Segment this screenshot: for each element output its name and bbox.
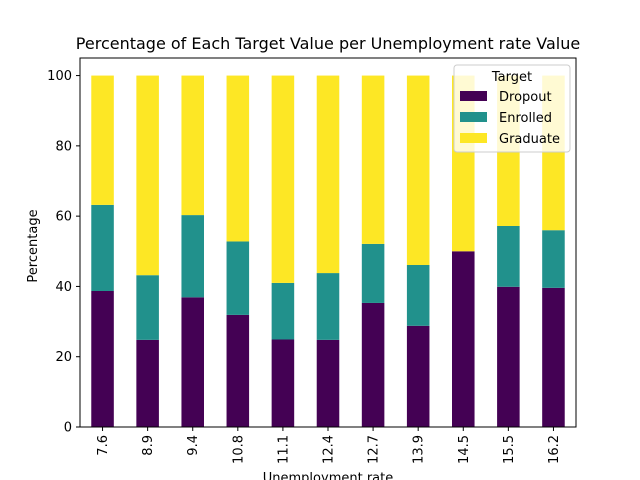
bar-dropout-13_9 [406,325,430,427]
bar-dropout-8_9 [136,339,159,427]
bar-enrolled-12_4 [316,273,340,340]
legend: Target Dropout Enrolled Graduate [453,64,571,153]
bar-enrolled-7_6 [91,204,114,291]
bar-graduate-12_4 [316,75,340,274]
x-tick-label: 11.1 [276,435,291,464]
bar-graduate-11_1 [271,75,295,283]
x-axis-label: Unemployment rate [263,471,393,480]
y-tick-label: 0 [64,421,72,436]
x-tick-label: 9.4 [186,435,201,456]
bar-enrolled-11_1 [271,282,295,340]
bar-dropout-14_5 [452,251,475,427]
bar-dropout-9_4 [181,297,204,427]
chart-title: Percentage of Each Target Value per Unem… [76,34,580,53]
bar-dropout-16_2 [542,287,565,427]
legend-label-graduate: Graduate [499,132,560,147]
bar-graduate-12_7 [361,75,385,244]
bar-enrolled-15_5 [497,225,520,287]
legend-box [453,64,571,153]
y-tick-label: 100 [47,69,72,84]
bar-dropout-12_7 [361,302,385,427]
x-tick-label: 12.4 [322,435,337,464]
x-tick-label: 13.9 [412,435,427,464]
x-tick-label: 8.9 [141,435,156,456]
bar-enrolled-8_9 [136,275,159,340]
bar-graduate-7_6 [91,75,114,205]
bar-dropout-7_6 [91,290,114,427]
bar-dropout-10_8 [226,314,250,427]
bar-graduate-13_9 [406,75,430,265]
bar-graduate-10_8 [226,75,250,242]
axes-group: 0 20 40 60 80 100 7.6 8.9 9.4 10.8 11.1 12.4 12.7 13.… [47,57,577,464]
bar-enrolled-10_8 [226,241,250,315]
x-tick-label: 12.7 [367,435,382,464]
legend-swatch-graduate [460,133,487,143]
x-tick-label: 15.5 [502,435,517,464]
bar-graduate-8_9 [136,75,159,276]
x-tick-label: 16.2 [547,435,562,464]
legend-swatch-enrolled [460,112,487,122]
y-tick-label: 20 [55,350,72,365]
bar-enrolled-9_4 [181,215,204,298]
x-tick-label: 10.8 [231,435,246,464]
y-axis-label: Percentage [26,209,41,282]
y-tick-label: 40 [55,280,72,295]
bar-dropout-15_5 [497,286,520,427]
bar-graduate-9_4 [181,75,204,216]
y-tick-label: 60 [55,210,72,225]
legend-title: Target [491,70,532,85]
legend-label-dropout: Dropout [499,90,552,105]
x-tick-label: 7.6 [96,435,111,456]
y-tick-label: 80 [55,139,72,154]
bar-enrolled-13_9 [406,264,430,326]
bar-enrolled-16_2 [542,230,565,288]
legend-swatch-dropout [460,91,487,101]
bar-dropout-12_4 [316,339,340,427]
bar-dropout-11_1 [271,339,295,427]
bar-enrolled-12_7 [361,243,385,303]
x-tick-label: 14.5 [457,435,472,464]
legend-label-enrolled: Enrolled [499,111,552,126]
